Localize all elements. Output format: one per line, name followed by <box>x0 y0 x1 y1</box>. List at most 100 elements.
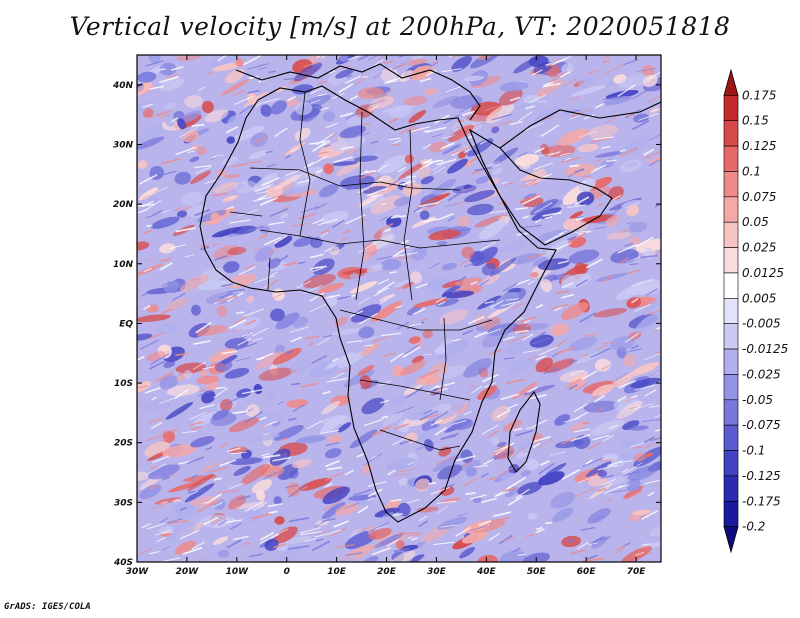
field-streak <box>619 147 639 158</box>
field-streak <box>248 75 259 80</box>
field-streak <box>601 145 611 149</box>
field-streak <box>516 317 524 321</box>
field-streak <box>593 136 615 141</box>
field-patch <box>270 308 285 322</box>
colorbar-bin <box>723 171 739 198</box>
field-patch <box>632 509 652 515</box>
field-streak <box>472 529 485 534</box>
field-streak <box>550 451 567 456</box>
field-patch <box>643 76 661 92</box>
field-streak <box>410 126 430 133</box>
field-patch <box>504 339 535 356</box>
field-streak <box>175 146 197 156</box>
field-streak <box>390 215 407 219</box>
field-streak <box>370 140 379 144</box>
field-streak <box>430 419 443 427</box>
colorbar-label: -0.0125 <box>742 342 788 356</box>
field-streak <box>431 410 449 423</box>
field-patch <box>524 458 539 471</box>
field-streak <box>160 501 168 504</box>
field-patch <box>588 124 619 140</box>
field-streak <box>371 194 383 198</box>
colorbar-bin <box>723 221 739 248</box>
field-streak <box>521 389 541 399</box>
field-streak <box>402 346 421 358</box>
field-streak <box>219 459 237 467</box>
field-streak <box>161 158 180 165</box>
field-streak <box>392 513 403 517</box>
field-patch <box>411 355 425 364</box>
field-streak <box>284 154 292 160</box>
field-streak <box>330 527 347 537</box>
field-streak <box>544 232 564 243</box>
field-streak <box>300 206 319 214</box>
field-streak <box>340 145 354 151</box>
field-streak <box>578 475 599 483</box>
field-streak <box>376 256 392 261</box>
field-streak <box>649 71 661 80</box>
field-patch <box>247 92 258 105</box>
field-streak <box>406 127 419 133</box>
field-patch <box>398 477 408 486</box>
field-patch <box>510 253 541 265</box>
colorbar-label: 0.1 <box>742 165 761 179</box>
field-streak <box>527 355 540 360</box>
field-streak <box>212 242 221 246</box>
field-streak <box>160 437 168 442</box>
field-streak <box>178 371 187 377</box>
field-streak <box>180 129 189 132</box>
field-streak <box>237 337 252 346</box>
field-streak <box>188 411 207 421</box>
field-patch <box>163 360 176 368</box>
field-streak <box>631 88 650 100</box>
field-streak <box>346 74 353 78</box>
field-streak <box>288 529 295 532</box>
field-streak <box>613 315 621 319</box>
field-streak <box>471 385 483 394</box>
field-streak <box>247 89 260 94</box>
field-streak <box>462 459 474 467</box>
field-streak <box>542 82 561 88</box>
field-streak <box>444 203 458 207</box>
field-streak <box>195 166 212 174</box>
field-streak <box>362 123 371 126</box>
field-streak <box>452 289 463 293</box>
lat-tick-label: 30N <box>113 140 134 150</box>
field-streak <box>393 423 410 430</box>
field-patch <box>162 430 175 443</box>
field-streak <box>413 307 426 315</box>
field-streak <box>351 132 370 139</box>
field-patch <box>457 215 470 227</box>
field-streak <box>232 410 248 415</box>
field-patch <box>525 169 547 186</box>
field-streak <box>465 492 476 496</box>
colorbar-bin <box>723 323 739 350</box>
field-streak <box>229 219 251 224</box>
field-streak <box>543 367 560 375</box>
field-streak <box>256 191 269 194</box>
field-streak <box>324 482 333 488</box>
field-streak <box>473 465 489 468</box>
field-streak <box>496 409 511 418</box>
field-patch <box>395 540 405 550</box>
field-streak <box>179 529 200 540</box>
field-patch <box>420 176 434 185</box>
field-patch <box>190 436 215 448</box>
field-streak <box>585 258 604 269</box>
field-streak <box>619 229 630 233</box>
field-patch <box>620 159 642 173</box>
field-streak <box>252 504 265 511</box>
field-streak <box>408 322 422 328</box>
field-streak <box>397 166 407 173</box>
field-streak <box>648 435 661 442</box>
field-streak <box>525 105 535 110</box>
field-patch <box>517 481 543 496</box>
field-patch <box>441 263 457 271</box>
field-streak <box>318 80 327 85</box>
field-patch <box>158 525 172 534</box>
field-streak <box>299 530 322 536</box>
field-patch <box>416 506 439 513</box>
field-streak <box>147 522 165 530</box>
field-streak <box>344 75 361 85</box>
field-streak <box>216 295 238 303</box>
